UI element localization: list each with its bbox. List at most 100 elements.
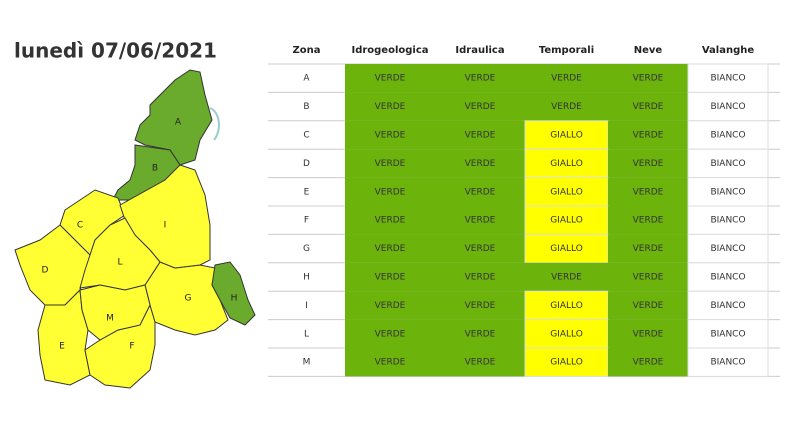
- zone-cell: H: [303, 273, 310, 283]
- status-text: BIANCO: [710, 244, 745, 254]
- status-text: BIANCO: [710, 187, 745, 197]
- zone-label: H: [231, 294, 238, 304]
- zone-cell: F: [304, 216, 309, 226]
- status-text: GIALLO: [550, 329, 583, 339]
- status-text: VERDE: [633, 216, 664, 226]
- column-header: Neve: [634, 45, 663, 56]
- status-cell: [524, 290, 609, 321]
- status-text: VERDE: [633, 244, 664, 254]
- zone-label: A: [175, 118, 182, 128]
- status-text: GIALLO: [550, 187, 583, 197]
- status-cell: [345, 92, 435, 121]
- status-text: VERDE: [375, 74, 406, 84]
- status-cell: [435, 92, 525, 121]
- status-text: VERDE: [465, 187, 496, 197]
- status-cell: [608, 149, 688, 178]
- status-cell: [435, 149, 525, 178]
- status-cell: [608, 319, 688, 348]
- status-cell: [525, 262, 608, 292]
- status-cell: [608, 64, 688, 93]
- status-cell: [687, 319, 769, 349]
- status-cell: [345, 149, 435, 178]
- status-text: BIANCO: [710, 329, 745, 339]
- status-cell: [608, 262, 688, 292]
- status-text: GIALLO: [550, 301, 583, 311]
- column-header: Zona: [293, 45, 321, 56]
- zone-cell: A: [303, 74, 310, 84]
- status-cell: [345, 291, 435, 320]
- zone-label: G: [185, 294, 192, 304]
- status-cell: [608, 92, 688, 121]
- status-text: BIANCO: [710, 159, 745, 169]
- status-text: VERDE: [465, 216, 496, 226]
- status-cell: [435, 319, 525, 348]
- status-cell: [345, 206, 435, 235]
- status-cell: [608, 120, 688, 150]
- status-text: VERDE: [633, 159, 664, 169]
- status-text: GIALLO: [550, 216, 583, 226]
- status-text: VERDE: [551, 74, 582, 84]
- status-text: VERDE: [465, 74, 496, 84]
- status-cell: [525, 64, 608, 93]
- zone-cell: G: [303, 244, 310, 254]
- zone-area: [211, 261, 256, 326]
- status-text: VERDE: [633, 301, 664, 311]
- status-text: VERDE: [465, 159, 496, 169]
- status-text: VERDE: [465, 273, 496, 283]
- zone-area: [144, 261, 229, 336]
- column-header: Valanghe: [702, 45, 755, 56]
- status-cell: [608, 348, 688, 377]
- status-text: VERDE: [633, 358, 664, 368]
- status-text: VERDE: [465, 301, 496, 311]
- status-text: BIANCO: [710, 131, 745, 141]
- status-cell: [525, 92, 608, 121]
- status-cell: [435, 348, 525, 377]
- zone-label: F: [129, 342, 134, 352]
- column-header: Idrogeologica: [351, 45, 428, 56]
- zone-cell: L: [304, 329, 309, 339]
- status-text: VERDE: [633, 74, 664, 84]
- zone-cell: M: [303, 358, 311, 368]
- status-text: BIANCO: [710, 273, 745, 283]
- status-text: VERDE: [633, 329, 664, 339]
- status-text: VERDE: [375, 131, 406, 141]
- column-header: Temporali: [539, 45, 594, 56]
- status-cell: [687, 262, 769, 292]
- status-text: VERDE: [375, 159, 406, 169]
- status-cell: [687, 290, 769, 321]
- status-text: VERDE: [465, 244, 496, 254]
- status-text: VERDE: [633, 187, 664, 197]
- status-text: GIALLO: [550, 131, 583, 141]
- zone-area: [79, 284, 151, 341]
- zone-cell: I: [305, 301, 308, 311]
- status-cell: [345, 262, 435, 292]
- status-cell: [687, 205, 769, 235]
- status-cell: [608, 206, 688, 235]
- zone-label: M: [106, 314, 114, 324]
- zone-cell: B: [303, 102, 309, 112]
- status-cell: [687, 347, 769, 377]
- status-cell: [687, 148, 769, 179]
- status-text: GIALLO: [550, 159, 583, 169]
- status-cell: [608, 177, 688, 206]
- status-text: VERDE: [375, 102, 406, 112]
- status-text: VERDE: [465, 358, 496, 368]
- status-cell: [345, 120, 435, 150]
- status-text: VERDE: [465, 102, 496, 112]
- status-cell: [435, 262, 525, 292]
- status-text: VERDE: [465, 131, 496, 141]
- status-cell: [608, 291, 688, 320]
- zone-label: E: [59, 342, 65, 352]
- status-cell: [608, 234, 688, 263]
- zone-label: I: [164, 221, 167, 231]
- status-text: VERDE: [551, 102, 582, 112]
- status-text: BIANCO: [710, 358, 745, 368]
- status-cell: [687, 120, 769, 150]
- zone-cell: C: [303, 131, 309, 141]
- status-cell: [345, 234, 435, 263]
- status-text: BIANCO: [710, 74, 745, 84]
- zone-label: B: [152, 164, 158, 174]
- status-cell: [687, 177, 769, 207]
- status-cell: [524, 177, 609, 207]
